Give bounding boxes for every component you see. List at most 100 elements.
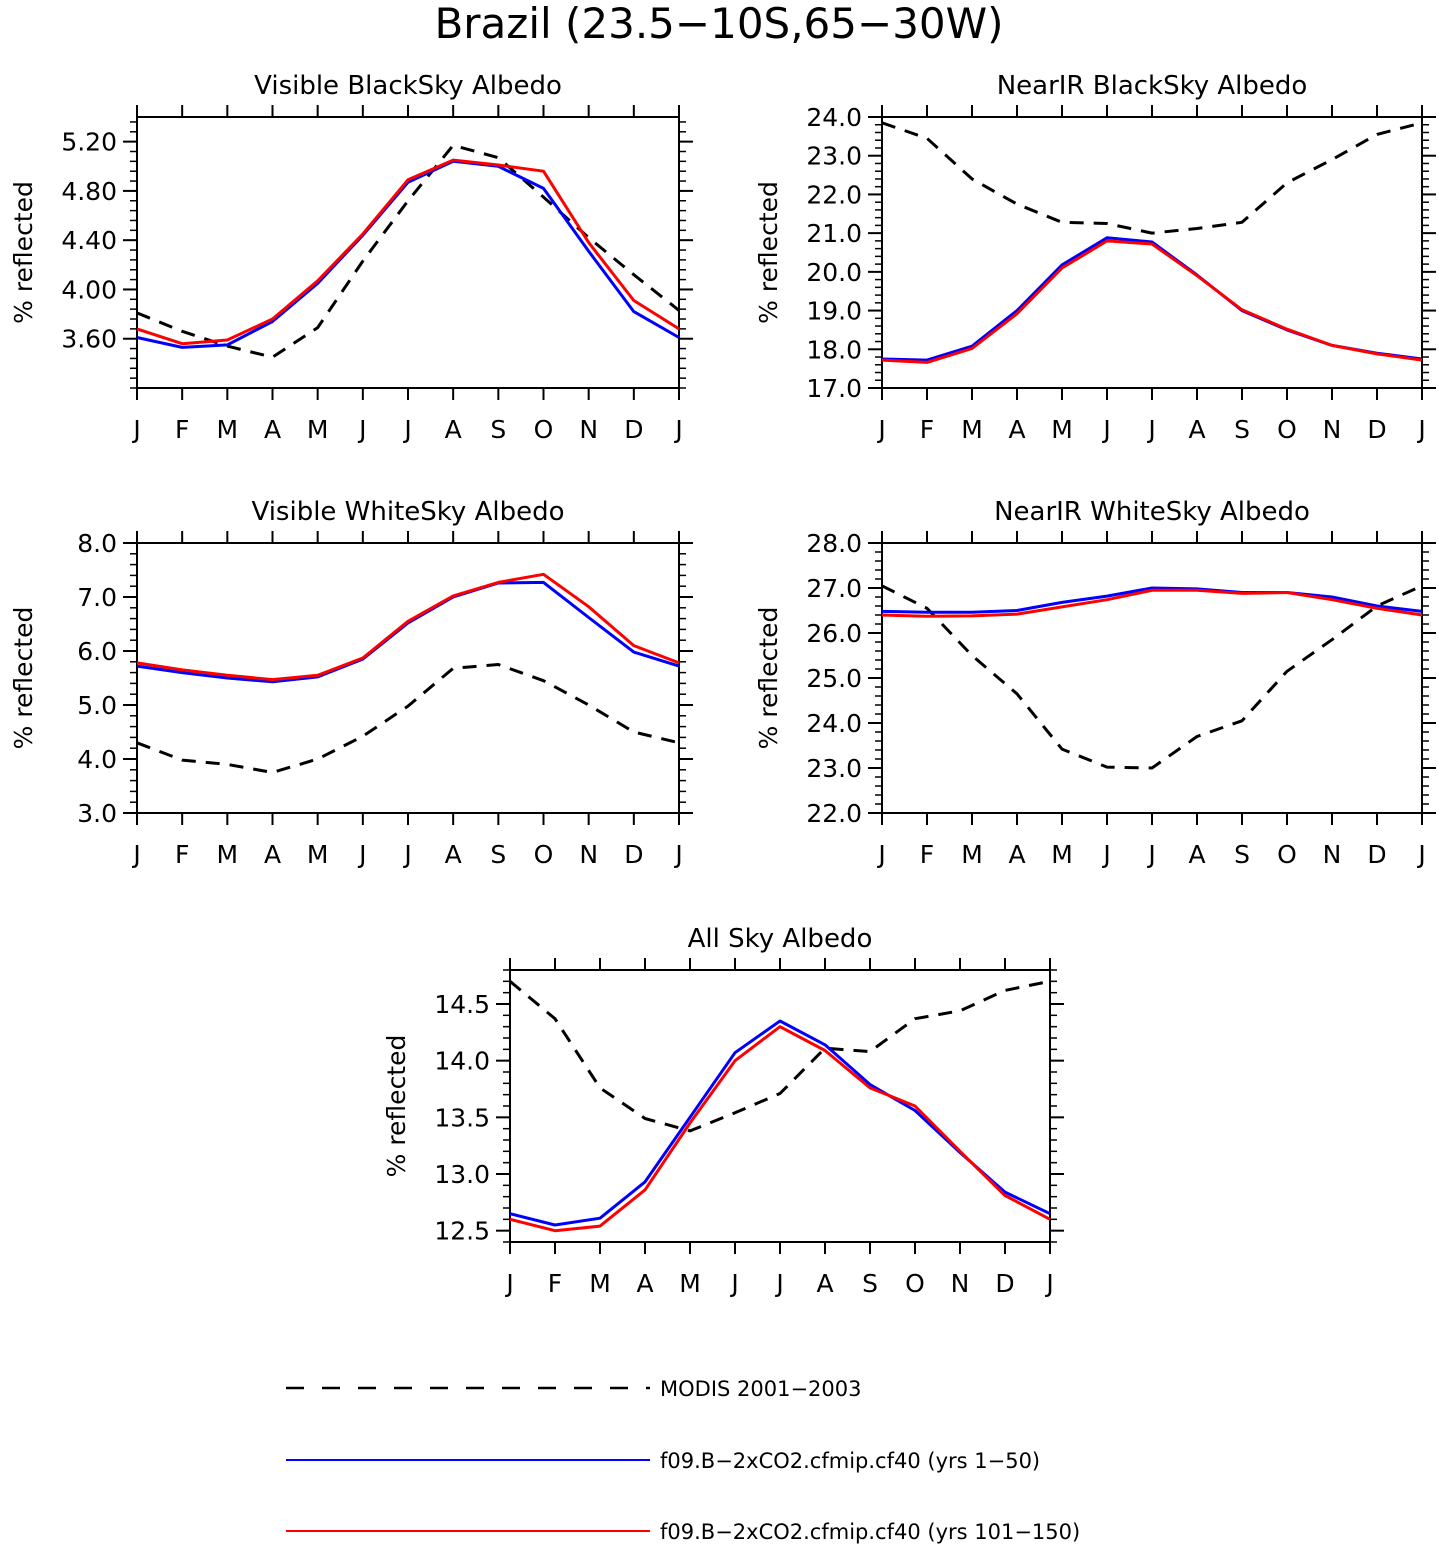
legend: MODIS 2001−2003 f09.B−2xCO2.cfmip.cf40 (y… xyxy=(286,1377,1080,1544)
plot-frame xyxy=(881,542,1423,814)
x-tick-label: J xyxy=(1416,840,1425,869)
x-tick-label: J xyxy=(402,840,411,869)
y-axis-label: % reflected xyxy=(754,607,783,750)
x-tick-label: A xyxy=(1008,415,1025,444)
x-tick-label: N xyxy=(1323,840,1342,869)
x-tick-label: D xyxy=(995,1269,1014,1298)
x-tick-label: J xyxy=(729,1269,738,1298)
x-tick-label: D xyxy=(1367,840,1386,869)
x-tick-label: D xyxy=(1367,415,1386,444)
y-tick-label: 4.00 xyxy=(61,275,117,304)
x-tick-label: A xyxy=(445,840,462,869)
x-tick-label: M xyxy=(307,840,329,869)
x-tick-label: J xyxy=(357,840,366,869)
x-tick-label: A xyxy=(264,415,281,444)
y-tick-label: 3.60 xyxy=(61,325,117,354)
x-tick-label: S xyxy=(490,415,506,444)
x-tick-label: F xyxy=(175,840,189,869)
y-tick-label: 20.0 xyxy=(806,258,862,287)
panel-title: NearIR WhiteSky Albedo xyxy=(994,497,1310,527)
x-tick-label: M xyxy=(307,415,329,444)
x-tick-label: J xyxy=(357,415,366,444)
x-tick-label: S xyxy=(862,1269,878,1298)
panel-title: Visible WhiteSky Albedo xyxy=(251,497,564,527)
x-tick-label: J xyxy=(402,415,411,444)
x-tick-label: N xyxy=(579,415,598,444)
x-tick-label: S xyxy=(1234,415,1250,444)
x-tick-label: N xyxy=(1323,415,1342,444)
panel-title: NearIR BlackSky Albedo xyxy=(997,71,1308,101)
x-tick-label: J xyxy=(673,840,682,869)
series-line-run2 xyxy=(136,572,680,682)
y-tick-label: 6.0 xyxy=(77,637,117,666)
main-title: Brazil (23.5−10S,65−30W) xyxy=(434,0,1003,48)
panel-4: J F M A M J J A S O N D J22.023.024.025.026.027.028.… xyxy=(754,497,1436,869)
legend-label: f09.B−2xCO2.cfmip.cf40 (yrs 101−150) xyxy=(660,1520,1080,1544)
y-axis-label: % reflected xyxy=(9,181,38,324)
y-tick-label: 14.5 xyxy=(434,990,490,1019)
series-line-run1 xyxy=(136,580,680,684)
y-tick-label: 13.0 xyxy=(434,1160,490,1189)
x-tick-label: O xyxy=(1277,840,1297,869)
x-tick-label: J xyxy=(131,840,140,869)
x-tick-label: O xyxy=(534,840,554,869)
y-tick-label: 23.0 xyxy=(806,754,862,783)
y-tick-label: 8.0 xyxy=(77,529,117,558)
x-tick-label: J xyxy=(1146,415,1155,444)
series-line-run1 xyxy=(881,236,1423,362)
x-tick-label: J xyxy=(876,840,885,869)
y-axis-label: % reflected xyxy=(382,1035,411,1178)
x-tick-label: A xyxy=(1188,840,1205,869)
series-line-modis xyxy=(509,979,1051,1133)
series-line-modis xyxy=(136,143,680,359)
x-tick-label: F xyxy=(920,840,934,869)
x-tick-label: D xyxy=(624,840,643,869)
x-tick-label: J xyxy=(1416,415,1425,444)
y-tick-label: 12.5 xyxy=(434,1217,490,1246)
y-tick-label: 21.0 xyxy=(806,219,862,248)
plot-frame xyxy=(509,969,1051,1243)
x-tick-label: S xyxy=(490,840,506,869)
y-tick-label: 5.0 xyxy=(77,691,117,720)
x-tick-label: D xyxy=(624,415,643,444)
x-tick-label: J xyxy=(876,415,885,444)
x-tick-label: O xyxy=(905,1269,925,1298)
x-tick-label: M xyxy=(679,1269,701,1298)
x-tick-label: A xyxy=(1008,840,1025,869)
y-tick-label: 25.0 xyxy=(806,664,862,693)
series-line-modis xyxy=(881,121,1423,235)
x-tick-label: J xyxy=(1101,840,1110,869)
y-tick-label: 13.5 xyxy=(434,1103,490,1132)
x-tick-label: M xyxy=(217,840,239,869)
panel-1: J F M A M J J A S O N D J3.604.004.404.805.20Visible… xyxy=(9,71,693,444)
legend-label: MODIS 2001−2003 xyxy=(660,1377,862,1401)
panel-title: Visible BlackSky Albedo xyxy=(254,71,562,101)
y-tick-label: 22.0 xyxy=(806,180,862,209)
y-tick-label: 4.0 xyxy=(77,745,117,774)
y-tick-label: 24.0 xyxy=(806,709,862,738)
x-tick-label: J xyxy=(131,415,140,444)
x-tick-label: M xyxy=(961,840,983,869)
series-line-run2 xyxy=(136,158,680,346)
series-line-modis xyxy=(881,584,1423,770)
series-line-modis xyxy=(136,663,680,774)
x-tick-label: J xyxy=(774,1269,783,1298)
y-tick-label: 22.0 xyxy=(806,799,862,828)
y-tick-label: 3.0 xyxy=(77,799,117,828)
series-line-run1 xyxy=(136,159,680,349)
x-tick-label: A xyxy=(445,415,462,444)
x-tick-label: F xyxy=(548,1269,562,1298)
panels: J F M A M J J A S O N D J3.604.004.404.805.20Visible… xyxy=(9,71,1436,1298)
x-tick-label: J xyxy=(1044,1269,1053,1298)
y-tick-label: 24.0 xyxy=(806,103,862,132)
x-tick-label: J xyxy=(1146,840,1155,869)
y-axis-label: % reflected xyxy=(9,607,38,750)
x-tick-label: J xyxy=(673,415,682,444)
x-tick-label: M xyxy=(589,1269,611,1298)
series-line-run1 xyxy=(509,1019,1051,1227)
y-tick-label: 19.0 xyxy=(806,297,862,326)
y-tick-label: 23.0 xyxy=(806,142,862,171)
y-tick-label: 14.0 xyxy=(434,1047,490,1076)
